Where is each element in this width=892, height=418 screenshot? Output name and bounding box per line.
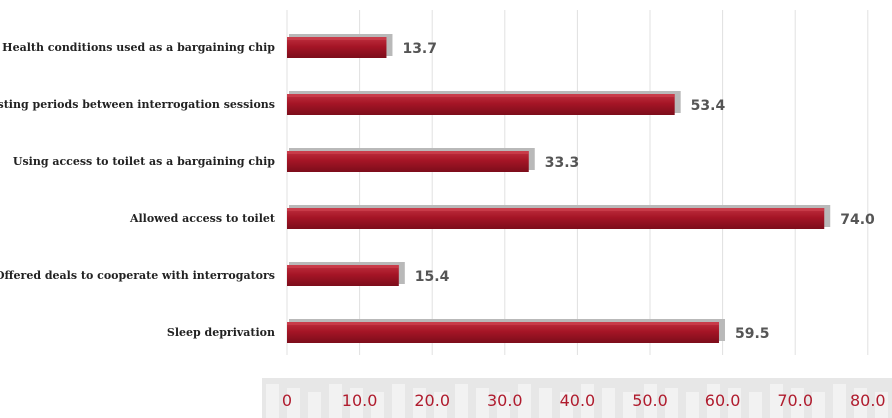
bar-highlight bbox=[287, 322, 719, 325]
bar-highlight bbox=[287, 265, 399, 268]
tick-band-block bbox=[623, 392, 636, 418]
tick-band-block bbox=[833, 384, 846, 418]
tick-band-block bbox=[728, 388, 741, 418]
tick-band-block bbox=[476, 388, 489, 418]
tick-band-block bbox=[854, 388, 867, 418]
category-label: Health conditions used as a bargaining c… bbox=[2, 41, 275, 54]
tick-band-block bbox=[413, 388, 426, 418]
tick-band-block bbox=[455, 384, 468, 418]
tick-band-block bbox=[434, 392, 447, 418]
category-label: Offered deals to cooperate with interrog… bbox=[0, 269, 275, 282]
bar bbox=[287, 322, 719, 343]
tick-band-block bbox=[518, 384, 531, 418]
value-label: 13.7 bbox=[402, 41, 437, 57]
bars bbox=[287, 34, 831, 343]
bar-highlight bbox=[287, 151, 529, 154]
tick-band-block bbox=[287, 388, 300, 418]
value-label: 59.5 bbox=[735, 326, 770, 342]
x-tick-label: 0 bbox=[282, 391, 292, 410]
tick-band-block bbox=[707, 384, 720, 418]
x-tick-labels: 0 10.0 20.0 30.0 40.0 50.0 60.0 70.0 80.0 bbox=[282, 391, 886, 410]
tick-band-block bbox=[812, 392, 825, 418]
tick-band-block bbox=[770, 384, 783, 418]
tick-band-block bbox=[581, 384, 594, 418]
tick-band-block bbox=[539, 388, 552, 418]
tick-band-block bbox=[749, 392, 762, 418]
bar-highlight bbox=[287, 37, 387, 40]
bar-highlight bbox=[287, 94, 675, 97]
tick-band-block bbox=[371, 392, 384, 418]
value-label: 33.3 bbox=[545, 155, 580, 171]
bar bbox=[287, 151, 529, 172]
gridlines bbox=[286, 10, 869, 355]
category-label: Allowed access to toilet bbox=[129, 212, 276, 225]
category-label: Using access to toilet as a bargaining c… bbox=[13, 155, 275, 168]
bar bbox=[287, 37, 387, 58]
tick-band-block bbox=[686, 392, 699, 418]
tick-band-block bbox=[497, 392, 510, 418]
value-label: 15.4 bbox=[415, 269, 450, 285]
value-label: 53.4 bbox=[691, 98, 726, 114]
tick-band-block bbox=[665, 388, 678, 418]
bar bbox=[287, 265, 399, 286]
tick-band-block bbox=[329, 384, 342, 418]
x-tick-label: 70.0 bbox=[777, 391, 813, 410]
x-tick-label: 20.0 bbox=[414, 391, 450, 410]
category-labels: Health conditions used as a bargaining c… bbox=[0, 41, 276, 339]
tick-band-block bbox=[392, 384, 405, 418]
value-label: 74.0 bbox=[840, 212, 875, 228]
tick-band-block bbox=[560, 392, 573, 418]
tick-band-block bbox=[644, 384, 657, 418]
axis-band bbox=[262, 378, 892, 418]
x-tick-label: 50.0 bbox=[632, 391, 668, 410]
x-tick-label: 30.0 bbox=[487, 391, 523, 410]
bar bbox=[287, 94, 675, 115]
x-tick-label: 80.0 bbox=[850, 391, 886, 410]
bar-highlight bbox=[287, 208, 825, 211]
x-tick-label: 60.0 bbox=[705, 391, 741, 410]
value-labels: 13.7 53.4 33.3 74.0 15.4 59.5 bbox=[402, 41, 875, 342]
x-tick-label: 40.0 bbox=[560, 391, 596, 410]
tick-band-block bbox=[791, 388, 804, 418]
tick-band-block bbox=[875, 392, 888, 418]
tick-band bbox=[262, 378, 892, 418]
tick-band-block bbox=[350, 388, 363, 418]
tick-band-block bbox=[266, 384, 279, 418]
x-tick-label: 10.0 bbox=[342, 391, 378, 410]
category-label: Sleep deprivation bbox=[167, 326, 275, 339]
category-label: Resting periods between interrogation se… bbox=[0, 98, 275, 111]
bar bbox=[287, 208, 825, 229]
tick-band-block bbox=[602, 388, 615, 418]
tick-band-block bbox=[308, 392, 321, 418]
